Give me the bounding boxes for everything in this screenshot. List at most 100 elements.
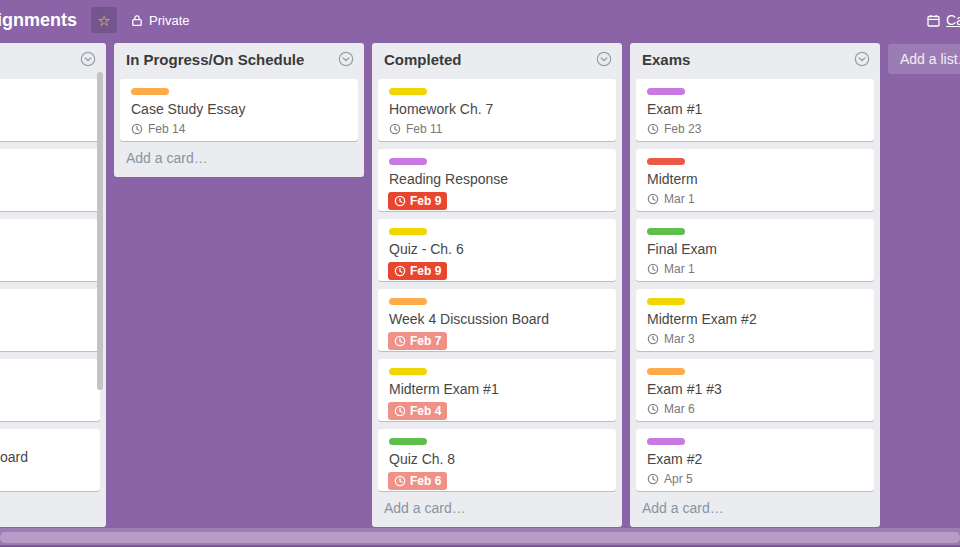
purple-card-label [647,88,685,95]
card-list: Exam #1 Feb 23 Midterm Mar 1 Final Exam Mar 1… [636,79,874,491]
card-title: Midterm Exam #1 [389,381,607,397]
orange-card-label [389,298,427,305]
card[interactable] [0,289,100,351]
card[interactable]: Exam #1 #3 Mar 6 [636,359,874,421]
vertical-scrollbar-thumb[interactable] [97,72,103,390]
card[interactable]: Midterm Mar 1 [636,149,874,211]
clock-icon [647,403,659,415]
card-title: oard [0,449,28,465]
card-title: Midterm [647,171,865,187]
add-card-button[interactable]: Add a card… [378,491,616,521]
calendar-link[interactable]: Ca [946,12,960,28]
list-header [0,47,100,79]
card[interactable]: Homework Ch. 7 Feb 11 [378,79,616,141]
due-date-text: Apr 5 [664,472,693,486]
list-title: Completed [384,51,462,68]
board-visibility-button[interactable]: Private [131,13,189,28]
lock-icon [131,14,143,27]
card[interactable]: Week 4 Discussion BoardFeb 7 [378,289,616,351]
star-board-button[interactable]: ☆ [91,7,117,33]
card[interactable] [0,149,100,211]
card-title: Reading Response [389,171,607,187]
card-title: Case Study Essay [131,101,349,117]
card-title: Homework Ch. 7 [389,101,607,117]
card[interactable]: Exam #1 Feb 23 [636,79,874,141]
list-menu-button[interactable] [596,51,612,67]
due-date: Mar 6 [647,402,865,416]
due-date: Mar 3 [647,332,865,346]
clock-icon [131,123,143,135]
purple-card-label [389,158,427,165]
card-title: Midterm Exam #2 [647,311,865,327]
due-date-text: Feb 14 [148,122,185,136]
clock-icon [394,335,406,347]
list-title: In Progress/On Schedule [126,51,304,68]
due-date-text: Feb 23 [664,122,701,136]
list-menu-button[interactable] [854,51,870,67]
due-date-text: Mar 1 [664,262,695,276]
clock-icon [647,333,659,345]
due-date-badge-overdue: Feb 9 [388,192,447,210]
card[interactable] [0,359,100,421]
card-title: Final Exam [647,241,865,257]
card[interactable]: Quiz Ch. 8 Feb 6 [378,429,616,491]
red-card-label [647,158,685,165]
yellow-card-label [389,88,427,95]
due-date-text: Feb 9 [410,194,441,208]
card-title: Quiz Ch. 8 [389,451,607,467]
green-card-label [647,228,685,235]
card[interactable] [0,219,100,281]
card[interactable]: Case Study Essay Feb 14 [120,79,358,141]
due-date-text: Mar 3 [664,332,695,346]
list-menu-button[interactable] [338,51,354,67]
card[interactable] [0,79,100,141]
star-icon: ☆ [97,13,110,28]
clock-icon [394,195,406,207]
card[interactable]: Reading Response Feb 9 [378,149,616,211]
yellow-card-label [389,228,427,235]
add-card-button[interactable] [0,491,100,521]
clock-icon [647,473,659,485]
list-clipped: oard [0,43,106,527]
due-date-badge-overdue: Feb 9 [388,262,447,280]
due-date: Apr 5 [647,472,865,486]
list: In Progress/On Schedule Case Study Essay F… [114,43,364,177]
clock-icon [394,265,406,277]
card-list: Case Study Essay Feb 14 [120,79,358,141]
due-date: Mar 1 [647,192,865,206]
due-date-badge-due-soon: Feb 7 [388,332,447,350]
clock-icon [647,263,659,275]
list-header: Completed [378,47,616,79]
due-date: Mar 1 [647,262,865,276]
card[interactable]: Exam #2 Apr 5 [636,429,874,491]
card-title: Exam #1 #3 [647,381,865,397]
card-list: Homework Ch. 7 Feb 11 Reading Response Feb … [378,79,616,491]
due-date-text: Feb 6 [410,474,441,488]
purple-card-label [647,438,685,445]
clock-icon [647,123,659,135]
green-card-label [389,438,427,445]
due-date-text: Feb 11 [406,122,442,136]
card[interactable]: Midterm Exam #2 Mar 3 [636,289,874,351]
due-date-text: Feb 9 [410,264,441,278]
card[interactable]: Final Exam Mar 1 [636,219,874,281]
clock-icon [394,475,406,487]
orange-card-label [131,88,169,95]
card[interactable]: oard [0,429,100,491]
add-card-button[interactable]: Add a card… [120,141,358,171]
card[interactable]: Midterm Exam #1 Feb 4 [378,359,616,421]
list-menu-button[interactable] [80,51,96,67]
card-title: Exam #1 [647,101,865,117]
card-title: Exam #2 [647,451,865,467]
card-title: Quiz - Ch. 6 [389,241,607,257]
add-card-button[interactable]: Add a card… [636,491,874,521]
card[interactable]: Quiz - Ch. 6 Feb 9 [378,219,616,281]
orange-card-label [647,368,685,375]
clock-icon [394,405,406,417]
add-list-button[interactable]: Add a list… [888,44,960,74]
due-date-text: Feb 4 [410,404,441,418]
horizontal-scrollbar-thumb[interactable] [0,532,960,543]
list: ExamsExam #1Feb 23MidtermMar 1Final Exam… [630,43,880,527]
board-visibility-label: Private [149,13,189,28]
board-title: ignments [0,10,77,31]
